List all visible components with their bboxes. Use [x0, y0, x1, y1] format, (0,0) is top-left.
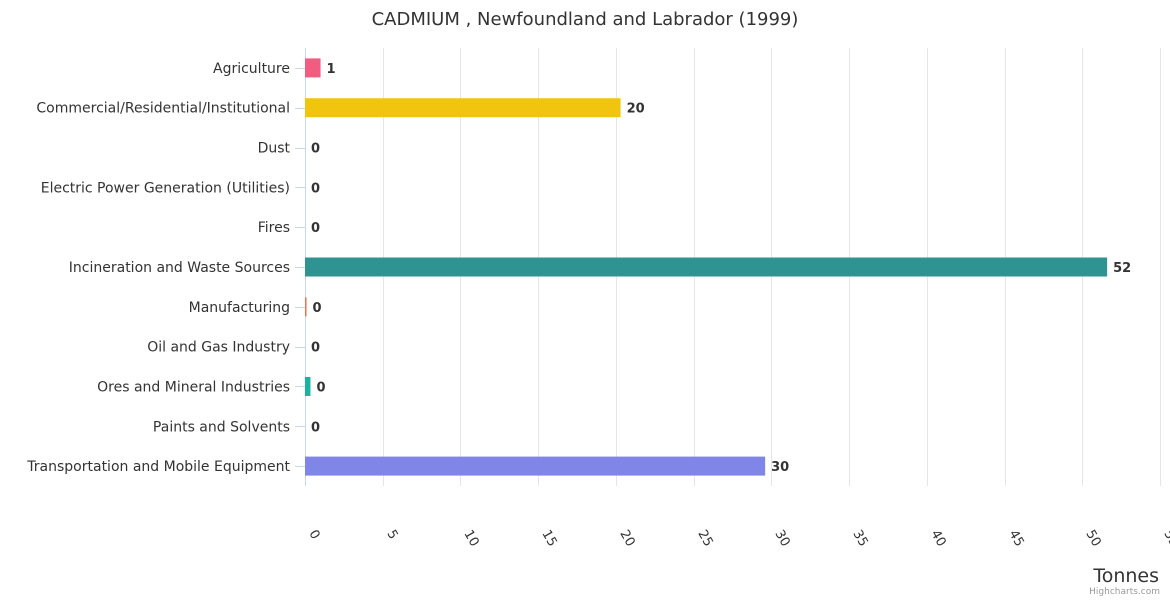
chart-title: CADMIUM , Newfoundland and Labrador (199…	[372, 9, 799, 30]
bar[interactable]	[305, 257, 1108, 277]
bar[interactable]	[305, 456, 766, 476]
credits-link[interactable]: Highcharts.com	[1089, 587, 1160, 597]
x-tick-label: 30	[771, 528, 792, 550]
data-label: 0	[311, 341, 320, 356]
category-label: Manufacturing	[189, 300, 290, 316]
category-labels: Agriculture Commercial/Residential/Instit…	[26, 61, 290, 475]
x-tick-label: 15	[538, 528, 559, 550]
bar[interactable]	[305, 98, 621, 118]
x-tick-label: 55	[1160, 528, 1170, 550]
bar[interactable]	[305, 58, 321, 78]
data-label: 0	[311, 420, 320, 435]
data-label: 1	[327, 62, 336, 77]
x-tick-labels: 0 5 10 15 20 25 30 35 40 45 50 55	[305, 528, 1170, 550]
x-tick-label: 20	[616, 528, 637, 550]
data-label: 20	[627, 102, 645, 117]
x-tick-label: 50	[1082, 528, 1103, 550]
data-label: 0	[313, 301, 322, 316]
x-tick-label: 10	[460, 528, 481, 550]
bar[interactable]	[305, 297, 307, 317]
x-axis-title: Tonnes	[1092, 565, 1159, 587]
category-label: Incineration and Waste Sources	[69, 260, 290, 276]
category-label: Ores and Mineral Industries	[97, 379, 290, 395]
category-label: Fires	[258, 220, 290, 236]
bars	[305, 58, 1108, 476]
x-tick-label: 35	[849, 528, 870, 550]
category-label: Agriculture	[213, 61, 290, 77]
category-label: Oil and Gas Industry	[147, 340, 290, 356]
x-tick-label: 45	[1005, 528, 1026, 550]
category-label: Dust	[258, 141, 291, 157]
x-tick-label: 25	[694, 528, 715, 550]
category-label: Transportation and Mobile Equipment	[26, 459, 290, 475]
data-label: 52	[1113, 261, 1131, 276]
category-label: Electric Power Generation (Utilities)	[41, 180, 290, 196]
data-label: 0	[316, 380, 325, 395]
category-label: Paints and Solvents	[153, 419, 290, 435]
data-label: 0	[311, 142, 320, 157]
data-label: 0	[311, 181, 320, 196]
data-label: 0	[311, 221, 320, 236]
x-tick-label: 40	[927, 528, 948, 550]
data-labels: 1 20 0 0 0 52 0 0 0 0 30	[311, 62, 1131, 475]
data-label: 30	[771, 460, 789, 475]
bar[interactable]	[305, 376, 311, 396]
category-label: Commercial/Residential/Institutional	[36, 101, 290, 117]
